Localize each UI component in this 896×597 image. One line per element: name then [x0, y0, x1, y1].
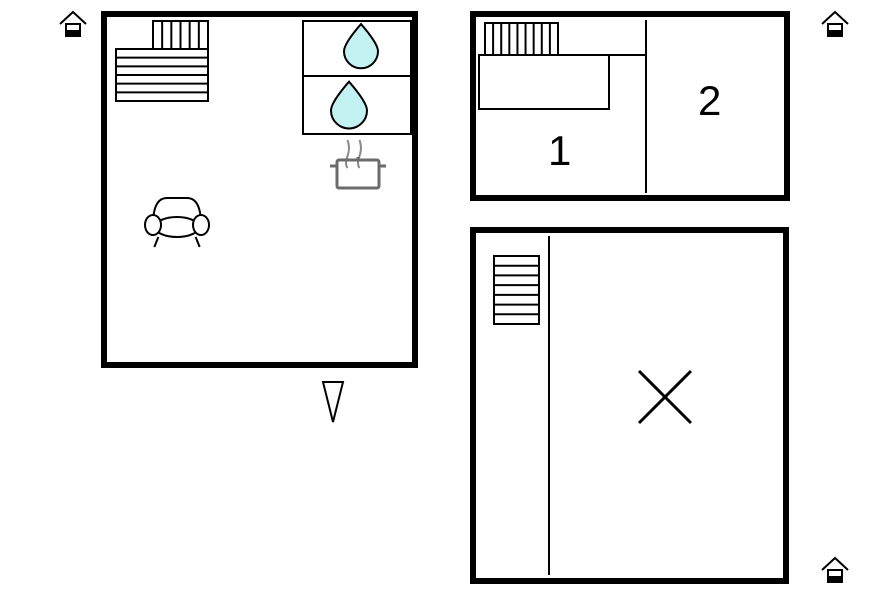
house-icon [822, 558, 848, 582]
entrance-arrow-icon [323, 382, 343, 422]
sofa-icon [145, 198, 209, 247]
pot-icon [330, 140, 386, 188]
house-icon [822, 12, 848, 36]
house-icon [60, 12, 86, 36]
water-drop-icon [344, 24, 378, 68]
floor-c-outline [473, 230, 786, 581]
room-2-label: 2 [698, 77, 721, 124]
room-1-label: 1 [548, 127, 571, 174]
water-drop-icon [331, 82, 367, 129]
floor-b-outline [473, 14, 787, 198]
